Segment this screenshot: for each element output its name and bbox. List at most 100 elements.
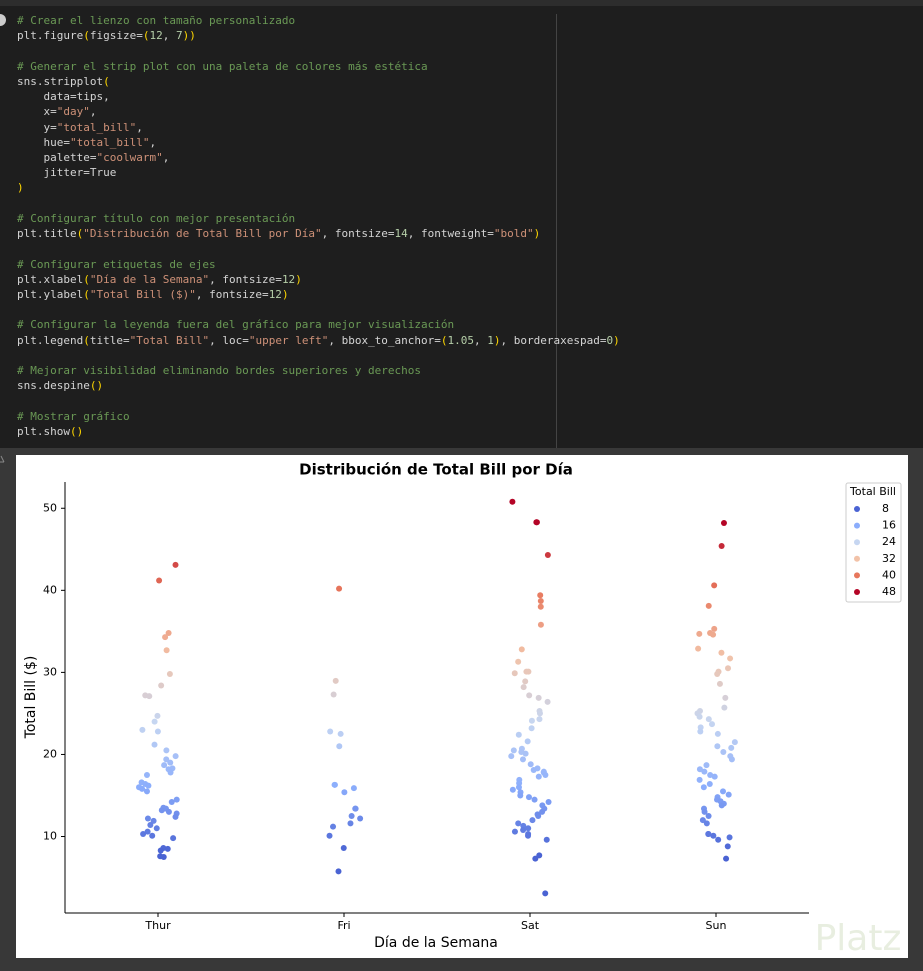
point [523,668,530,675]
point [522,750,529,757]
code-token: 1 [487,333,494,347]
point [725,791,732,798]
point [525,832,532,839]
code-token: ) [613,333,620,347]
point [535,813,542,820]
run-icon[interactable] [0,14,6,26]
point [543,836,550,843]
y-tick-label: 30 [43,665,57,678]
point [534,811,541,818]
point [539,808,546,815]
code-token: y= [17,120,57,134]
point [714,743,721,750]
code-token: , bbox_to_anchor= [328,333,441,347]
x-tick-label: Sat [521,919,540,932]
point [139,726,146,733]
code-token: ( [89,379,97,393]
legend-label: 8 [882,502,889,515]
point [695,645,702,652]
code-token: # Configurar título con mejor presentaci… [17,211,296,225]
point [515,731,522,738]
code-token: palette= [17,150,97,164]
point [697,728,704,735]
code-line: # Generar el strip plot con una paleta d… [17,60,428,74]
code-token: "Total Bill" [129,333,210,347]
point [331,781,338,788]
point [714,796,721,803]
point [722,694,729,701]
point [327,728,334,735]
point [525,668,532,675]
point [158,807,165,814]
code-token: "Día de la Semana" [89,272,210,286]
point [714,730,721,737]
point [150,817,157,824]
code-token: ( [103,74,110,88]
point [516,780,523,787]
code-line: # Mejorar visibilidad eliminando bordes … [17,364,421,378]
code-line: # Configurar la leyenda fuera del gráfic… [17,318,454,332]
point [149,832,156,839]
code-token: , [136,120,143,134]
watermark: Platz [815,918,902,959]
code-token: , [162,150,170,164]
point [534,765,541,772]
legend-marker [854,555,860,562]
code-line: ) [17,181,24,195]
point [160,854,167,861]
point [705,831,712,838]
point [717,798,724,805]
legend-marker [854,539,860,546]
point [139,785,146,792]
point [699,817,706,824]
point [727,753,734,760]
code-token: plt.figure [17,29,84,43]
point [711,773,718,780]
code-token: hue= [17,135,70,149]
point [537,592,544,599]
code-token: "bold" [493,227,534,241]
point [147,822,154,829]
code-token: data=tips, [17,90,110,104]
code-token: ) [189,29,196,43]
point [703,820,710,827]
point [694,710,701,717]
point [172,753,179,760]
code-token: ( [76,227,84,241]
point [142,692,149,699]
point [540,769,547,776]
code-token: "total_bill" [69,135,150,149]
point [528,717,535,724]
point [707,629,714,636]
code-token: , loc= [209,333,249,347]
point [144,828,151,835]
code-token: jitter=True [17,166,117,180]
point [165,766,172,773]
point [721,704,728,711]
point [510,747,517,754]
point [154,712,161,719]
point [163,647,170,654]
point [160,845,167,852]
code-token: "coolwarm" [96,150,163,164]
point [158,682,165,689]
point [533,519,540,526]
code-token: ( [440,333,448,347]
point [169,765,176,772]
legend-marker [854,572,860,579]
point [529,817,536,824]
chart-title: Distribución de Total Bill por Día [299,461,573,479]
point [161,762,168,769]
point [144,815,151,822]
code-token: sns.despine [17,379,90,393]
point [336,743,343,750]
point [173,796,180,803]
point [511,828,518,835]
point [519,756,526,763]
point [522,678,529,685]
point [725,665,732,672]
point [720,748,727,755]
code-token: plt.xlabel [17,272,84,286]
code-token: ( [83,287,90,301]
point [718,649,725,656]
